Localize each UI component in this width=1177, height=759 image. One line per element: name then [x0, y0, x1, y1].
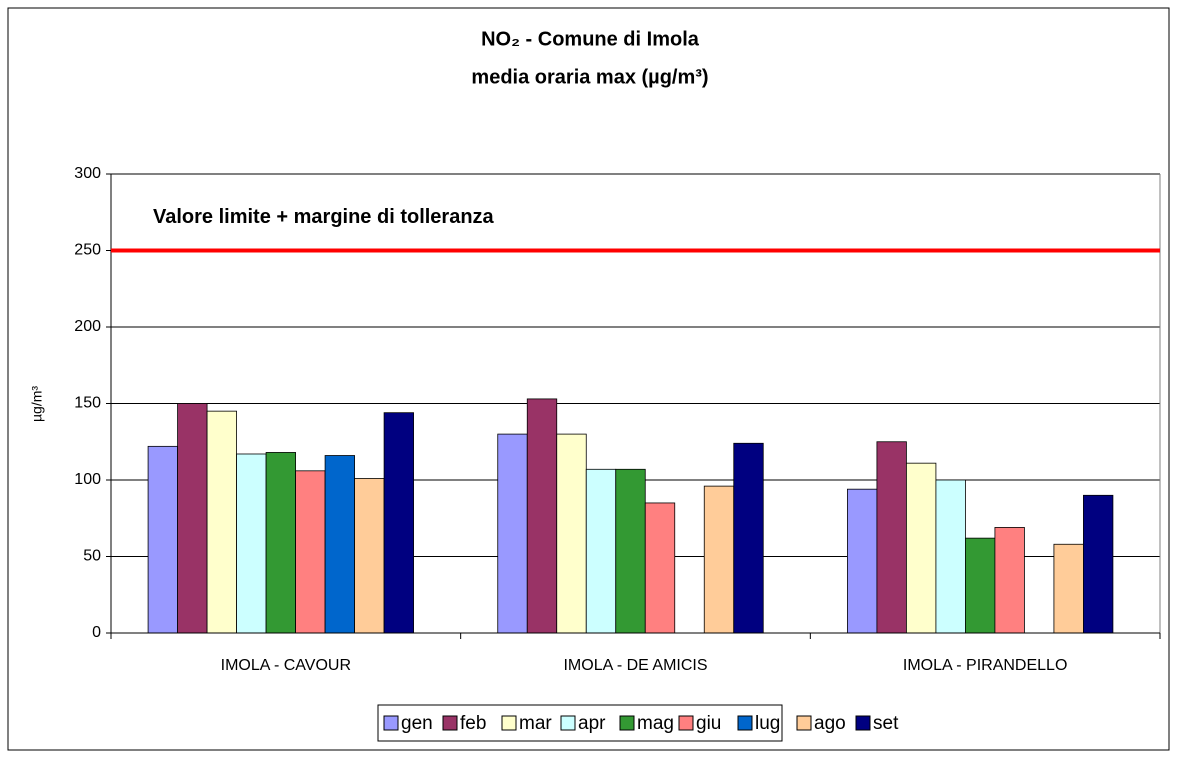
bar — [265, 452, 296, 634]
x-tick-label: IMOLA - DE AMICIS — [563, 657, 707, 674]
chart-title: NO₂ - Comune di Imola — [481, 28, 700, 50]
bar — [847, 488, 878, 634]
y-tick-label: 250 — [74, 242, 101, 259]
chart-subtitle: media oraria max (µg/m³) — [471, 66, 708, 88]
bar — [994, 527, 1025, 634]
bar — [703, 485, 735, 634]
bar — [965, 537, 996, 634]
bar — [497, 433, 528, 634]
bar — [733, 442, 764, 634]
legend-swatch — [560, 715, 576, 731]
y-tick-label: 100 — [74, 471, 101, 488]
bar — [324, 455, 355, 634]
x-tick-label: IMOLA - PIRANDELLO — [903, 657, 1068, 674]
bar — [644, 502, 676, 634]
bar — [556, 433, 587, 634]
bar — [236, 453, 267, 634]
legend-label: lug — [755, 713, 780, 734]
y-tick-label: 0 — [92, 624, 101, 641]
reference-label: Valore limite + margine di tolleranza — [153, 206, 495, 228]
legend-label: mag — [637, 713, 674, 734]
chart-border — [7, 7, 1170, 751]
bar — [295, 470, 326, 634]
y-tick-label: 150 — [74, 395, 101, 412]
x-tick-label: IMOLA - CAVOUR — [221, 657, 351, 674]
bar — [615, 468, 646, 634]
bar — [935, 479, 966, 634]
legend-swatch — [619, 715, 635, 731]
legend-label: gen — [401, 713, 433, 734]
bar — [206, 410, 237, 634]
bar — [147, 445, 178, 634]
bar — [177, 403, 208, 634]
legend-swatch — [678, 715, 694, 731]
bar — [876, 441, 907, 634]
legend-swatch — [855, 715, 871, 731]
legend-swatch — [442, 715, 458, 731]
bar — [1083, 494, 1114, 634]
legend-label: ago — [814, 713, 846, 734]
bar — [383, 412, 414, 634]
legend-swatch — [383, 715, 399, 731]
legend-label: feb — [460, 713, 486, 734]
bar — [354, 478, 385, 634]
y-axis-label: µg/m³ — [29, 386, 45, 422]
y-tick-label: 300 — [74, 165, 101, 182]
bar — [585, 468, 617, 634]
bar — [1053, 543, 1084, 634]
legend-swatch — [501, 715, 517, 731]
legend-label: set — [873, 713, 899, 734]
legend-swatch — [796, 715, 812, 731]
legend-label: giu — [696, 713, 721, 734]
y-tick-label: 200 — [74, 318, 101, 335]
legend-swatch — [737, 715, 753, 731]
bar — [526, 398, 558, 634]
legend-label: mar — [519, 713, 552, 734]
bar — [906, 462, 937, 634]
y-tick-label: 50 — [83, 548, 101, 565]
legend-label: apr — [578, 713, 606, 734]
